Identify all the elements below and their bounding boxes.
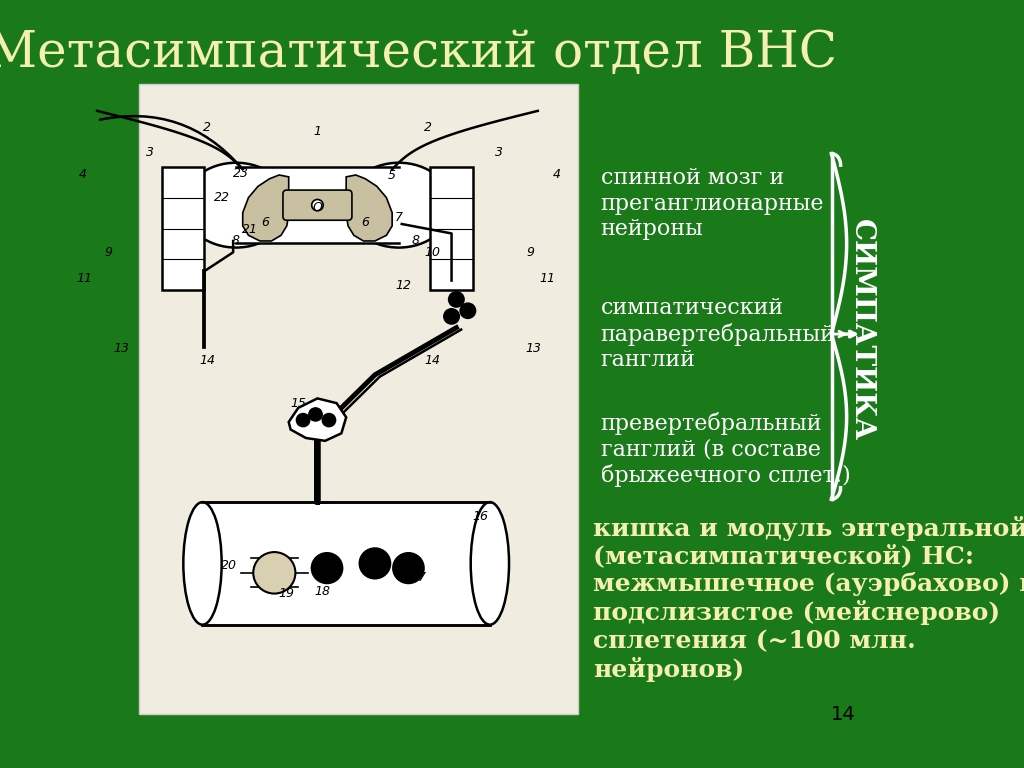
Text: 18: 18 [314,585,330,598]
Circle shape [449,292,464,307]
Text: 2: 2 [424,121,431,134]
Circle shape [323,413,336,427]
Text: 3: 3 [496,146,504,159]
Text: 20: 20 [221,559,238,572]
Polygon shape [346,175,392,241]
Polygon shape [289,399,346,441]
Circle shape [393,553,424,583]
FancyBboxPatch shape [236,167,399,243]
Text: кишка и модуль энтеральной
(метасимпатической) НС:
межмышечное (ауэрбахово) и
по: кишка и модуль энтеральной (метасимпатич… [593,516,1024,682]
Text: 1: 1 [313,125,322,138]
Polygon shape [162,167,205,290]
Circle shape [359,548,390,578]
Text: 2: 2 [204,121,211,134]
Text: 8: 8 [412,233,419,247]
Text: 8: 8 [232,233,240,247]
Circle shape [253,552,295,594]
Text: 10: 10 [424,246,440,259]
Text: 16: 16 [472,510,488,523]
Text: 13: 13 [525,342,541,355]
Text: спинной мозг и
преганглионарные
нейроны: спинной мозг и преганглионарные нейроны [601,167,824,240]
Text: симпатический
паравертебральный
ганглий: симпатический паравертебральный ганглий [601,297,836,371]
Text: O: O [312,200,323,214]
Text: СИМПАТИКА: СИМПАТИКА [848,219,876,442]
Text: 4: 4 [553,168,561,181]
Text: превертебральный
ганглий (в составе
брыжеечного сплет.): превертебральный ганглий (в составе брыж… [601,412,851,487]
Text: 11: 11 [540,272,555,285]
Text: 23: 23 [232,167,249,180]
Ellipse shape [183,502,221,624]
Text: 13: 13 [113,342,129,355]
Text: 22: 22 [214,191,229,204]
Circle shape [311,553,342,583]
FancyBboxPatch shape [203,502,489,624]
Text: 6: 6 [262,216,269,229]
Text: 14: 14 [424,354,440,367]
Text: 9: 9 [526,246,535,259]
Circle shape [311,200,324,210]
Text: 14: 14 [830,705,855,723]
Polygon shape [430,167,473,290]
Circle shape [443,309,459,324]
FancyBboxPatch shape [139,84,578,714]
Text: 5: 5 [388,170,396,183]
Circle shape [460,303,475,318]
Circle shape [309,408,323,421]
Text: 17: 17 [410,571,426,584]
Ellipse shape [346,163,452,247]
FancyBboxPatch shape [283,190,352,220]
Text: Метасимпатический отдел ВНС: Метасимпатический отдел ВНС [0,29,837,78]
Text: 7: 7 [395,211,402,224]
Text: 15: 15 [290,396,306,409]
Text: 14: 14 [200,354,215,367]
Text: 11: 11 [77,272,92,285]
Text: 9: 9 [104,246,113,259]
Circle shape [296,413,310,427]
Ellipse shape [471,502,509,624]
Text: 6: 6 [361,216,370,229]
Text: 12: 12 [395,279,412,292]
Polygon shape [243,175,289,241]
Ellipse shape [183,163,289,247]
Text: 4: 4 [79,168,87,181]
Text: 3: 3 [145,146,154,159]
Text: 21: 21 [243,223,258,237]
Text: 19: 19 [279,587,295,600]
